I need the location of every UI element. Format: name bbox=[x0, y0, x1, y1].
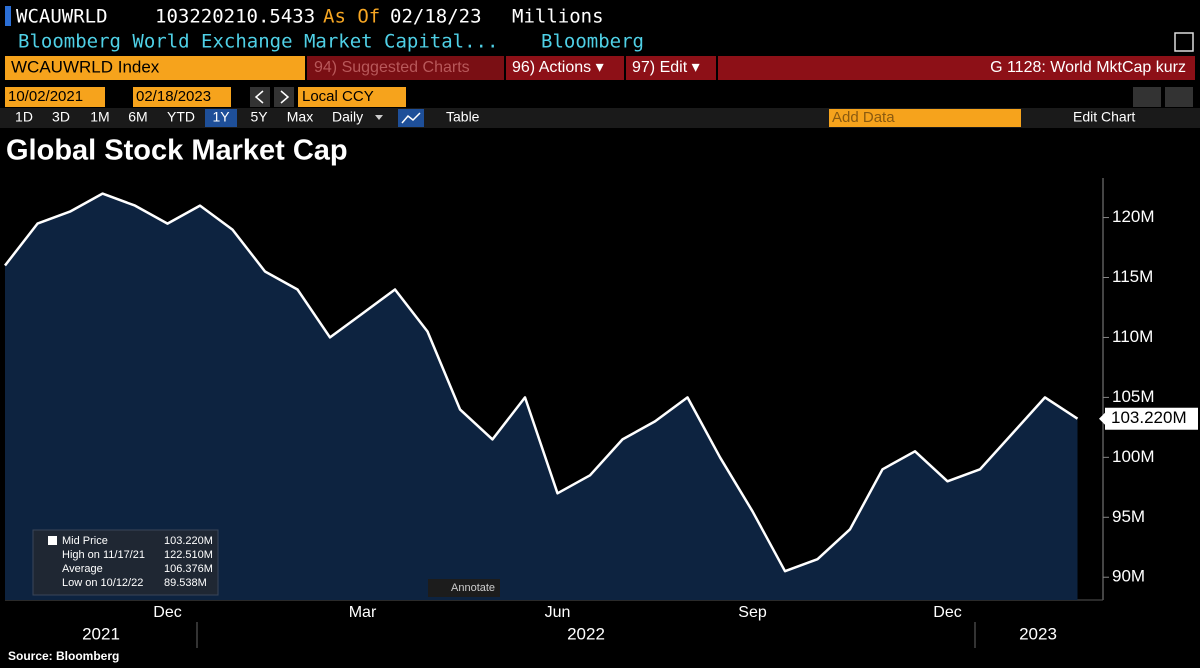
page-name: G 1128: World MktCap kurz bbox=[990, 59, 1186, 76]
period-button[interactable]: Max bbox=[287, 109, 313, 125]
period-button[interactable]: 6M bbox=[128, 109, 147, 125]
y-tick-label: 120M bbox=[1112, 207, 1155, 226]
y-tick-label: 105M bbox=[1112, 387, 1155, 406]
y-tick-label: 90M bbox=[1112, 567, 1145, 586]
description: Bloomberg World Exchange Market Capital.… bbox=[18, 31, 498, 53]
undo-button[interactable] bbox=[1133, 87, 1161, 107]
year-label: 2023 bbox=[1019, 624, 1057, 643]
period-selected bbox=[205, 109, 237, 127]
add-data: Add Data bbox=[832, 109, 895, 126]
next-button[interactable] bbox=[274, 87, 294, 107]
table-button[interactable]: Table bbox=[446, 109, 480, 125]
security-field[interactable] bbox=[5, 56, 305, 80]
actions: 96) Actions ▾ bbox=[512, 59, 604, 76]
legend-label: Low on 10/12/22 bbox=[62, 577, 143, 589]
year-label: 2022 bbox=[567, 624, 605, 643]
last-value-tag bbox=[1105, 407, 1198, 430]
period-button[interactable]: 1D bbox=[15, 109, 33, 125]
period-button[interactable]: 1Y bbox=[212, 109, 230, 125]
legend-value: 106.376M bbox=[164, 563, 213, 575]
arrows bbox=[254, 90, 290, 104]
chart-type-icon bbox=[401, 112, 421, 124]
legend-value: 103.220M bbox=[164, 535, 213, 547]
x-tick-label: Mar bbox=[349, 604, 377, 621]
start-date: 10/02/2021 bbox=[8, 88, 83, 105]
units: Millions bbox=[512, 6, 604, 28]
footer: Source: Bloomberg bbox=[8, 649, 119, 663]
source-name: Bloomberg bbox=[541, 31, 644, 53]
start-date-field[interactable] bbox=[5, 87, 105, 107]
legend-label: Mid Price bbox=[62, 535, 108, 547]
frequency: Daily bbox=[332, 109, 363, 125]
currency: Local CCY bbox=[302, 88, 374, 105]
edit: 97) Edit ▾ bbox=[632, 59, 700, 76]
legend-label: Average bbox=[62, 563, 103, 575]
legend-swatch bbox=[48, 536, 57, 545]
last-value-label: 103.220M bbox=[1111, 408, 1187, 427]
popout-icon[interactable] bbox=[1174, 32, 1194, 52]
period-button[interactable]: 3D bbox=[52, 109, 70, 125]
add-data-field[interactable] bbox=[829, 109, 1021, 127]
edit-button[interactable] bbox=[626, 56, 716, 80]
y-tick-label: 95M bbox=[1112, 507, 1145, 526]
actions-button[interactable] bbox=[506, 56, 624, 80]
dropdown-arrow bbox=[375, 115, 383, 120]
chart-title: Global Stock Market Cap bbox=[6, 135, 348, 167]
year-label: 2021 bbox=[82, 624, 120, 643]
area bbox=[5, 193, 1078, 600]
legend-label: High on 11/17/21 bbox=[62, 549, 145, 561]
y-tick-label: 100M bbox=[1112, 447, 1155, 466]
legend-box bbox=[32, 529, 219, 596]
x-tick-label: Sep bbox=[738, 604, 767, 621]
x-tick-label: Dec bbox=[153, 604, 181, 621]
period-button[interactable]: 5Y bbox=[250, 109, 268, 125]
suggested-button[interactable] bbox=[307, 56, 504, 80]
page-bar bbox=[718, 56, 1195, 80]
legend-value: 89.538M bbox=[164, 577, 207, 589]
currency-field[interactable] bbox=[298, 87, 406, 107]
end-date: 02/18/2023 bbox=[136, 88, 211, 105]
legend-value: 122.510M bbox=[164, 549, 213, 561]
y-tick-label: 110M bbox=[1112, 327, 1153, 346]
x-tick-label: Dec bbox=[933, 604, 961, 621]
line bbox=[4, 192, 1079, 573]
ticker: WCAUWRLD bbox=[16, 6, 108, 28]
annotate-button[interactable] bbox=[428, 579, 500, 597]
annotate: Annotate bbox=[451, 582, 495, 594]
last-value: 103220210.5433 bbox=[155, 6, 315, 28]
redo-button[interactable] bbox=[1165, 87, 1193, 107]
period-button[interactable]: 1M bbox=[90, 109, 109, 125]
x-tick-label: Jun bbox=[545, 604, 571, 621]
ticker-marker bbox=[5, 6, 11, 26]
as-of-label: As Of bbox=[323, 6, 380, 28]
prev-button[interactable] bbox=[250, 87, 270, 107]
y-tick-label: 115M bbox=[1112, 267, 1153, 286]
security: WCAUWRLD Index bbox=[11, 57, 160, 76]
edit-chart[interactable]: Edit Chart bbox=[1073, 109, 1135, 125]
as-of-date: 02/18/23 bbox=[390, 6, 482, 28]
end-date-field[interactable] bbox=[133, 87, 231, 107]
period-button[interactable]: YTD bbox=[167, 109, 195, 125]
suggested: 94) Suggested Charts bbox=[314, 59, 470, 76]
last-value-pointer bbox=[1099, 412, 1105, 425]
